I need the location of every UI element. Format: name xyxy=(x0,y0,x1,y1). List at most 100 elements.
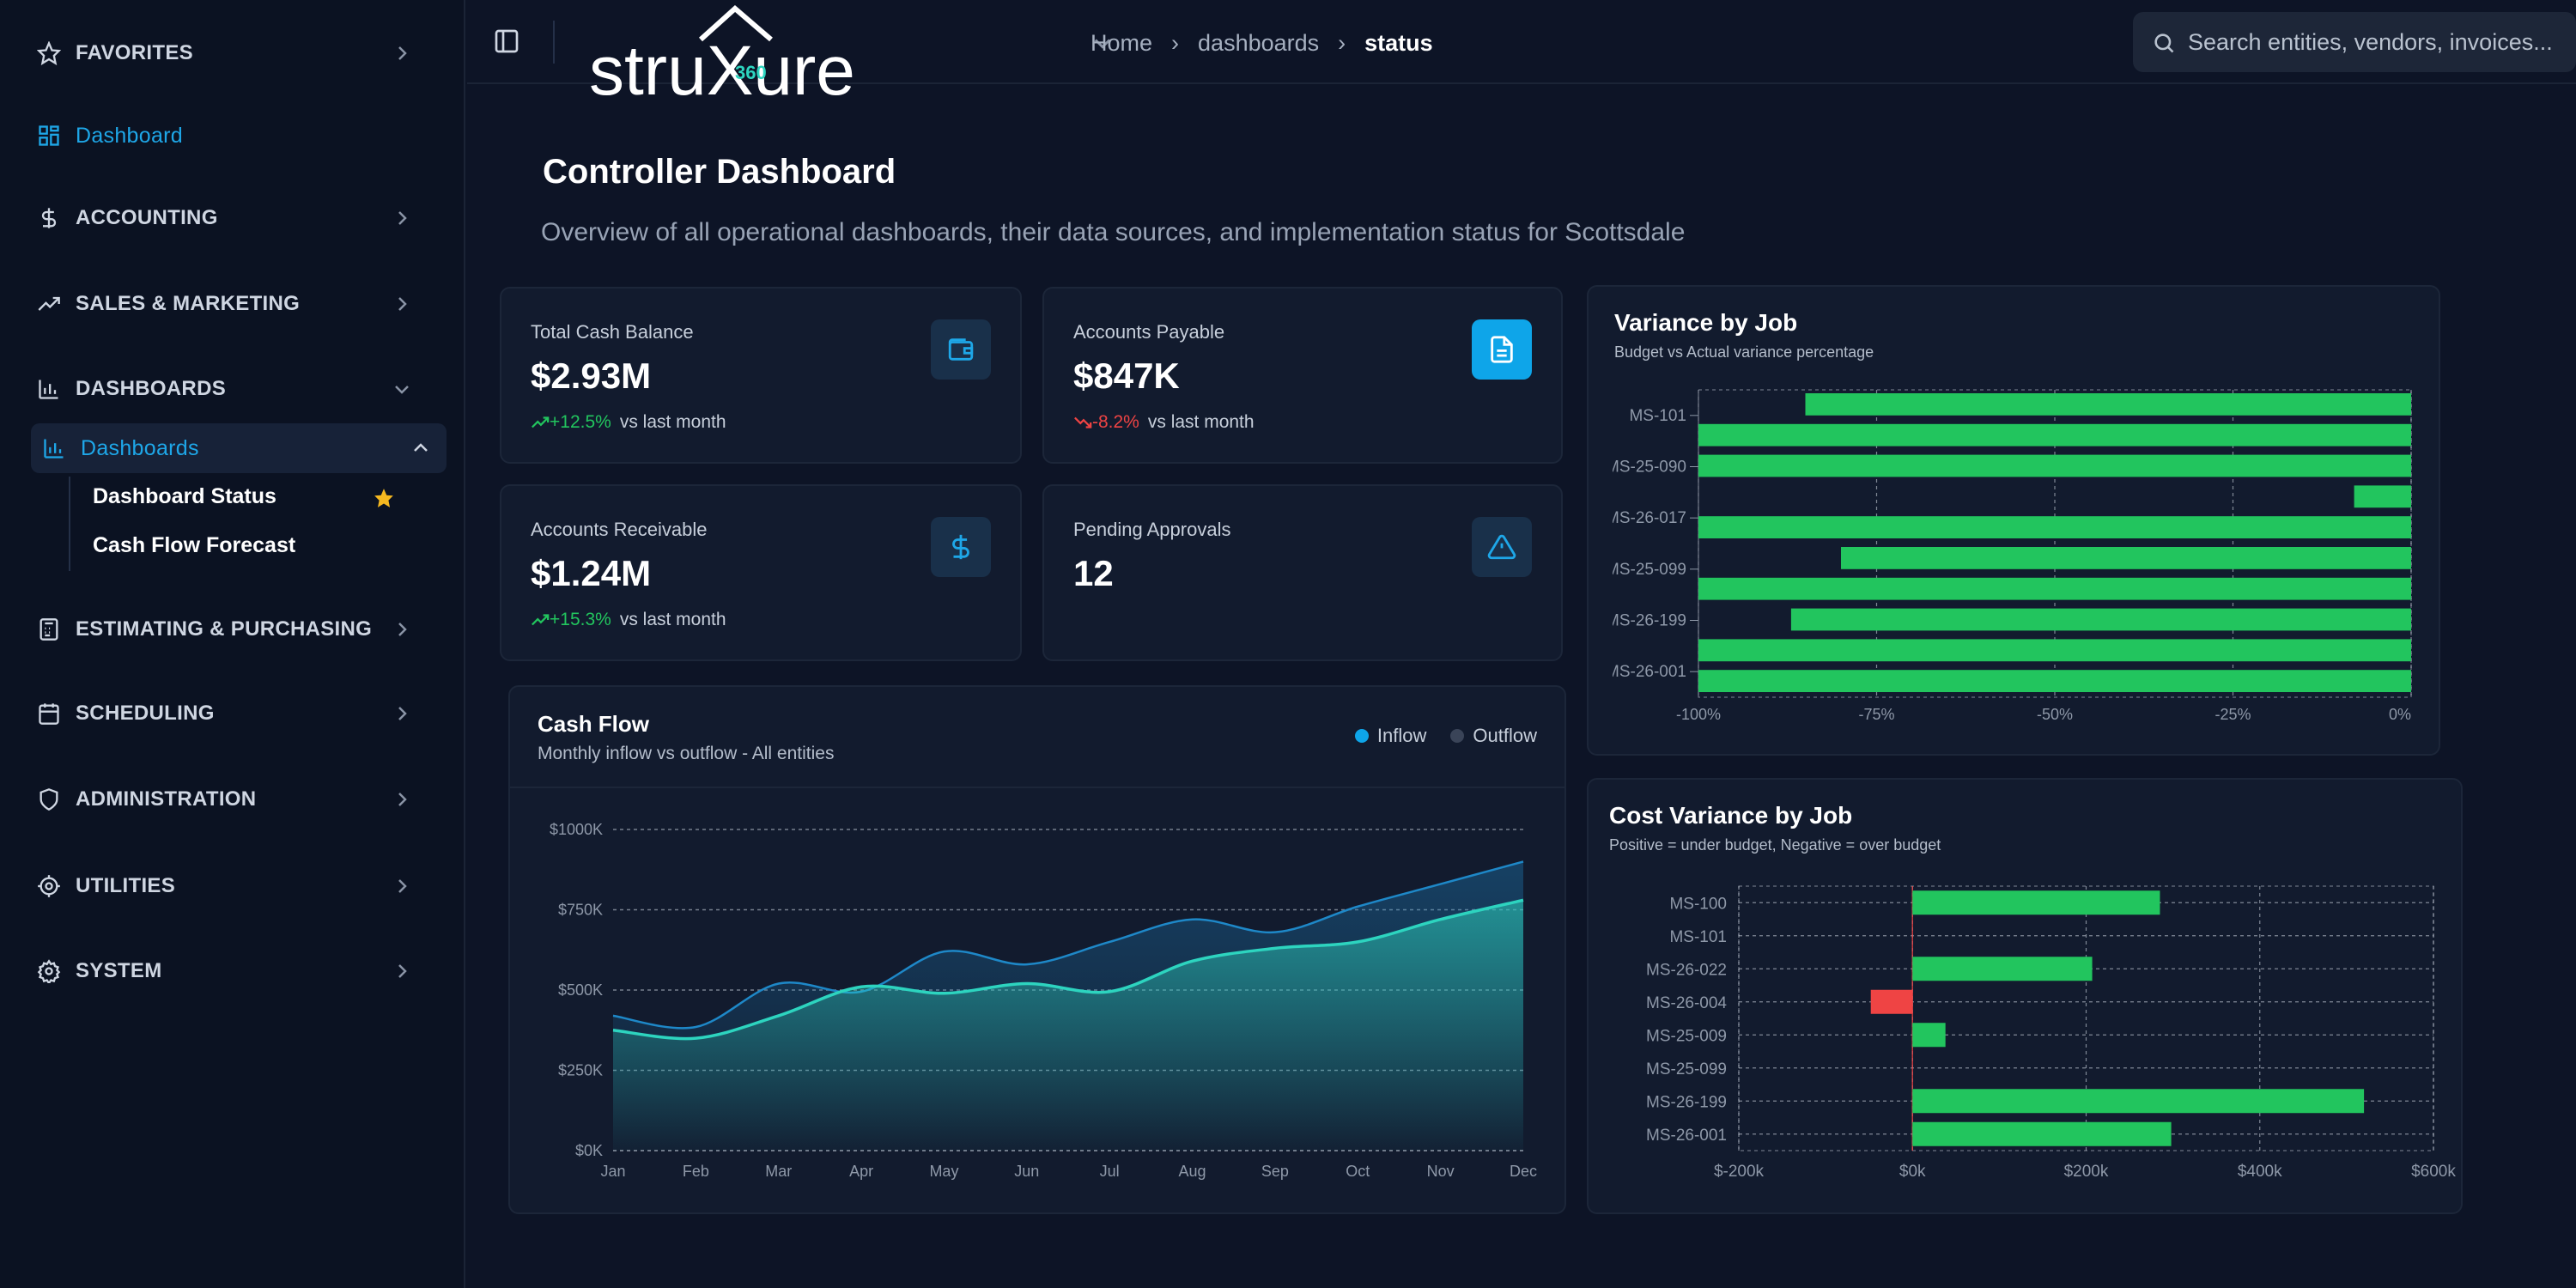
y-tick-label: MS-100 xyxy=(1669,895,1727,913)
star-icon xyxy=(34,39,64,68)
y-tick-label: MS-101 xyxy=(1669,928,1727,946)
calculator-icon xyxy=(34,615,64,644)
bar xyxy=(1698,516,2411,538)
bar xyxy=(1698,454,2411,477)
chart-subtitle: Positive = under budget, Negative = over… xyxy=(1609,836,1941,854)
sidebar-item-scheduling[interactable]: SCHEDULING xyxy=(34,688,429,739)
kpi-delta-suffix: vs last month xyxy=(619,610,726,629)
calendar-icon xyxy=(34,699,64,728)
bar xyxy=(1841,547,2411,569)
sidebar-item-administration[interactable]: ADMINISTRATION xyxy=(34,774,429,825)
sidebar-item-favorites[interactable]: FAVORITES xyxy=(34,27,429,79)
dollar-icon xyxy=(931,517,991,577)
x-tick-label: -75% xyxy=(1858,706,1894,723)
kpi-label: Accounts Receivable xyxy=(531,519,708,540)
kpi-value: $847K xyxy=(1073,355,1180,396)
sidebar-label: Dashboards xyxy=(81,435,199,460)
page-subtitle: Overview of all operational dashboards, … xyxy=(541,218,1686,246)
layout-icon xyxy=(34,121,64,150)
bar-chart-icon xyxy=(39,434,69,463)
sidebar-item-dashboards-sub[interactable]: Dashboards xyxy=(39,422,443,474)
trending-up-icon xyxy=(532,614,550,626)
kpi-label: Pending Approvals xyxy=(1073,519,1231,540)
trending-down-icon xyxy=(1074,416,1092,428)
sidebar-item-accounting[interactable]: ACCOUNTING xyxy=(34,192,429,244)
sidebar-label: SCHEDULING xyxy=(76,702,215,725)
chart-title: Variance by Job xyxy=(1614,309,1798,336)
breadcrumb-separator: › xyxy=(1171,29,1180,56)
search-icon xyxy=(2154,33,2174,53)
x-tick-label: Sep xyxy=(1261,1163,1289,1180)
breadcrumb-separator: › xyxy=(1338,29,1346,56)
kpi-card-accounts-payable[interactable]: Accounts Payable $847K -8.2% vs last mon… xyxy=(1042,287,1563,464)
sidebar-item-cash-flow-forecast[interactable]: Cash Flow Forecast xyxy=(93,533,296,557)
bar xyxy=(1912,1121,2172,1146)
sidebar-item-dashboards[interactable]: DASHBOARDS xyxy=(34,363,429,415)
sidebar-item-dashboard[interactable]: Dashboard xyxy=(34,110,429,161)
dollar-icon xyxy=(34,204,64,233)
bar xyxy=(1912,1089,2365,1114)
bar xyxy=(1790,608,2411,631)
sidebar-item-estimating-purchasing[interactable]: ESTIMATING & PURCHASING xyxy=(34,604,429,655)
cash-flow-card: Cash Flow Monthly inflow vs outflow - Al… xyxy=(508,685,1566,1214)
bar xyxy=(1912,957,2093,981)
favorite-star-icon[interactable] xyxy=(373,487,395,509)
breadcrumb-dashboards[interactable]: dashboards xyxy=(1198,29,1320,56)
bar xyxy=(1698,670,2411,692)
chevron-right-icon xyxy=(398,46,407,60)
bar xyxy=(1912,1023,1946,1048)
sidebar-active-bg xyxy=(31,423,447,473)
chevron-right-icon xyxy=(398,297,407,311)
kpi-card-pending-approvals[interactable]: Pending Approvals 12 xyxy=(1042,484,1563,661)
kpi-delta-suffix: vs last month xyxy=(1147,412,1255,432)
breadcrumb-home[interactable]: Home xyxy=(1091,29,1153,56)
sidebar-label: ADMINISTRATION xyxy=(76,787,257,811)
bar xyxy=(1698,423,2411,447)
bar-chart-icon xyxy=(34,374,64,404)
kpi-delta-value: +12.5% xyxy=(550,412,611,432)
chevron-right-icon xyxy=(398,964,407,978)
variance-chart: -100% -75% -50% -25% 0% MS-101 MS-25-090 MS-26-… xyxy=(1589,389,2412,723)
chevron-down-icon[interactable] xyxy=(1091,31,1115,55)
y-tick-label: MS-26-199 xyxy=(1646,1093,1727,1111)
x-tick-label: 0% xyxy=(2389,706,2411,723)
brand-text: struXure xyxy=(589,32,855,110)
submenu-guide xyxy=(69,477,70,571)
x-tick-label: $400k xyxy=(2238,1163,2282,1181)
kpi-label: Accounts Payable xyxy=(1073,321,1225,343)
x-tick-label: Jul xyxy=(1100,1163,1120,1180)
struxure-logo: struXure 360 xyxy=(589,5,855,110)
line-outflow xyxy=(612,860,1524,1030)
sidebar-item-sales-marketing[interactable]: SALES & MARKETING xyxy=(34,278,429,330)
document-icon xyxy=(1472,319,1532,380)
card-divider xyxy=(510,787,1564,788)
trending-up-icon xyxy=(532,416,550,428)
bar xyxy=(1698,577,2411,600)
y-tick-label: MS-25-009 xyxy=(1646,1027,1727,1045)
sidebar-item-system[interactable]: SYSTEM xyxy=(34,945,429,997)
y-tick-label: MS-25-099 xyxy=(1646,1060,1727,1078)
chart-title: Cost Variance by Job xyxy=(1609,802,1853,829)
sidebar-item-utilities[interactable]: UTILITIES xyxy=(34,860,429,912)
kpi-card-accounts-receivable[interactable]: Accounts Receivable $1.24M +15.3% vs las… xyxy=(500,484,1022,661)
chart-legend: Inflow Outflow xyxy=(1354,725,1537,747)
x-tick-label: $200k xyxy=(2064,1163,2109,1181)
sidebar-toggle-icon[interactable] xyxy=(493,27,520,55)
legend-dot-inflow xyxy=(1354,729,1369,743)
x-tick-label: Mar xyxy=(765,1163,792,1180)
sidebar-item-dashboard-status[interactable]: Dashboard Status xyxy=(93,484,276,508)
bar xyxy=(2354,485,2411,508)
cash-flow-chart: $0K $250K $500K $750K $1000K Jan Feb Mar Apr May J… xyxy=(550,821,1537,1180)
chevron-right-icon xyxy=(398,793,407,806)
y-tick-label: $500K xyxy=(558,981,603,999)
x-tick-label: Dec xyxy=(1510,1163,1537,1180)
kpi-delta: +12.5% vs last month xyxy=(531,412,726,433)
cost-variance-card: Cost Variance by Job Positive = under bu… xyxy=(1587,778,2463,1214)
breadcrumb-current: status xyxy=(1364,29,1433,56)
search-input[interactable]: Search entities, vendors, invoices... xyxy=(2133,12,2576,72)
kpi-card-total-cash[interactable]: Total Cash Balance $2.93M +12.5% vs last… xyxy=(500,287,1022,464)
x-tick-label: Feb xyxy=(683,1163,709,1180)
plot-border xyxy=(1698,389,2412,698)
line-inflow xyxy=(612,898,1524,1041)
sidebar-label: SALES & MARKETING xyxy=(76,292,301,315)
